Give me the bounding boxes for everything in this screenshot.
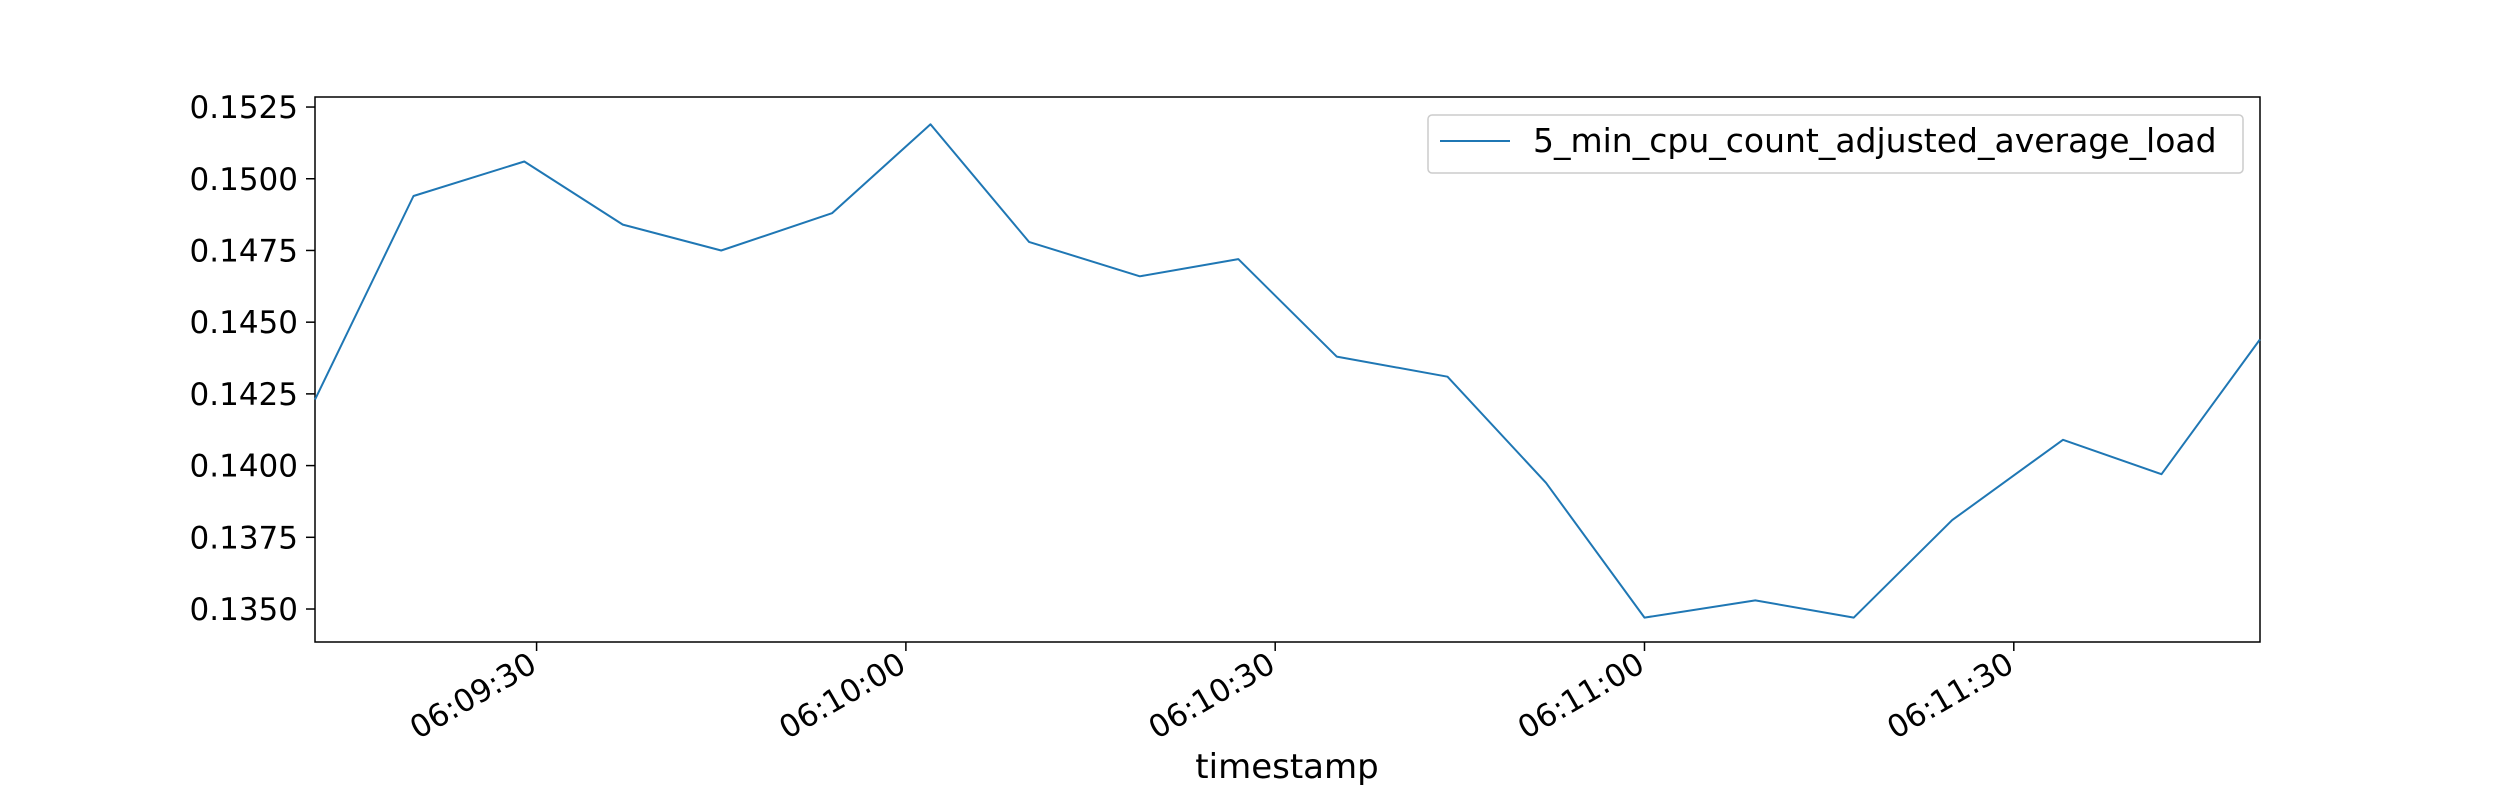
legend: 5_min_cpu_count_adjusted_average_load — [1427, 114, 2244, 174]
x-tick-label: 06:10:30 — [1143, 646, 1282, 747]
x-tick-label: 06:11:30 — [1881, 646, 2020, 747]
y-tick-label: 0.1525 — [190, 90, 298, 126]
axes-frame — [314, 96, 2261, 643]
legend-label: 5_min_cpu_count_adjusted_average_load — [1533, 121, 2217, 160]
x-tick-label: 06:11:00 — [1512, 646, 1651, 747]
y-tick-label: 0.1500 — [190, 162, 298, 198]
y-tick-label: 0.1400 — [190, 449, 298, 485]
y-axis-ticks: 0.1350 0.1375 0.1400 0.1425 0.1450 0.1475 0.15… — [190, 90, 315, 628]
plot-area: 0.1350 0.1375 0.1400 0.1425 0.1450 0.1475 0.15… — [190, 90, 2261, 747]
y-tick-label: 0.1425 — [190, 377, 298, 413]
x-tick-label: 06:10:00 — [773, 646, 912, 747]
y-tick-label: 0.1375 — [190, 520, 298, 556]
y-tick-label: 0.1450 — [190, 305, 298, 341]
legend-box — [1427, 114, 2244, 174]
x-tick-label: 06:09:30 — [404, 646, 543, 747]
series-line — [314, 123, 2261, 619]
y-tick-label: 0.1475 — [190, 233, 298, 269]
x-axis-ticks: 06:09:30 06:10:00 06:10:30 06:11:00 06:11:30 — [404, 642, 2020, 747]
x-axis-label: timestamp — [1195, 747, 1378, 787]
y-tick-label: 0.1350 — [190, 592, 298, 628]
